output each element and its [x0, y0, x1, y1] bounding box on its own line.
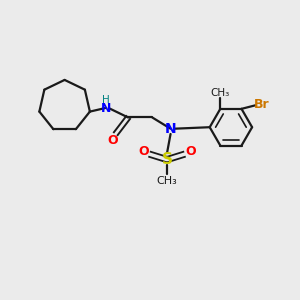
Text: H: H: [102, 95, 110, 105]
Text: O: O: [185, 146, 196, 158]
Text: Br: Br: [254, 98, 269, 111]
Text: S: S: [161, 152, 172, 167]
Text: CH₃: CH₃: [157, 176, 177, 186]
Text: O: O: [107, 134, 118, 147]
Text: N: N: [165, 122, 176, 136]
Text: N: N: [100, 102, 111, 115]
Text: CH₃: CH₃: [211, 88, 230, 98]
Text: O: O: [138, 146, 149, 158]
